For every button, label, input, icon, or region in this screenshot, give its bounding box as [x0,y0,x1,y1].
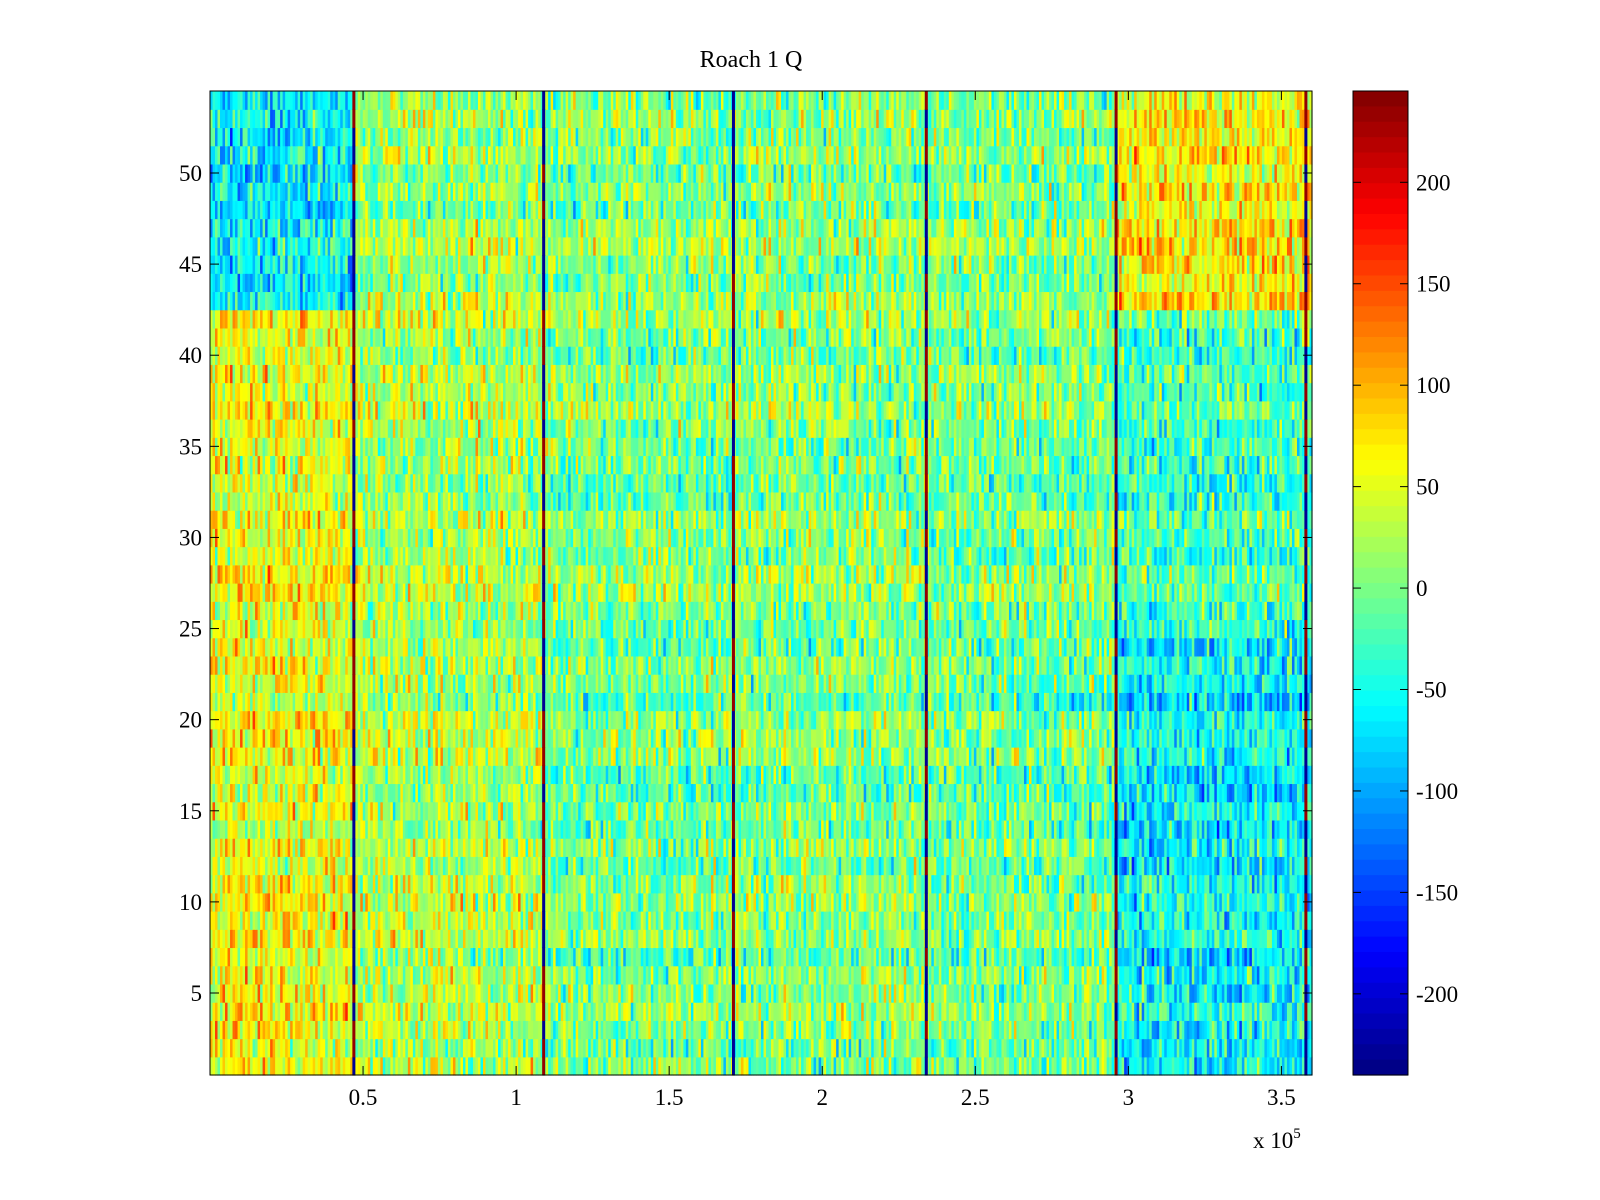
heatmap-cells [210,91,1313,1076]
heatmap-figure: Roach 1 Q 0.5 1 1.5 2 2.5 3 3.5 51015202530354… [0,0,1600,1200]
chart-title: Roach 1 Q [700,47,803,73]
